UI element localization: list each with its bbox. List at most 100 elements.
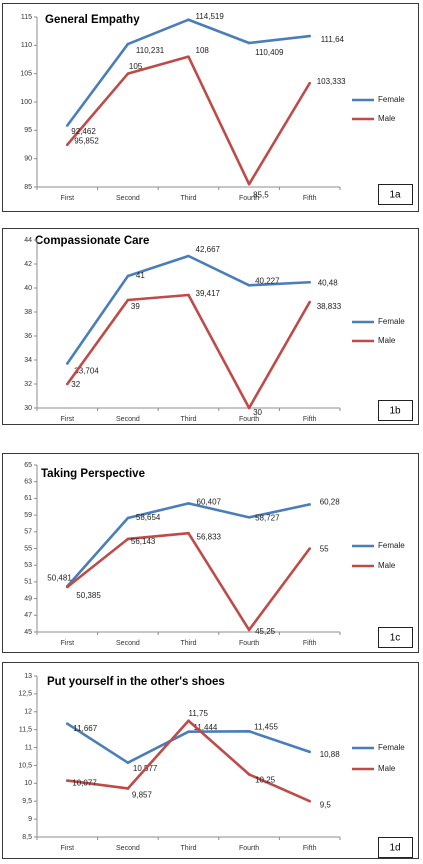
data-label-male: 56,143 <box>131 537 156 546</box>
data-label-female: 40,227 <box>255 276 280 285</box>
y-tick-label: 53 <box>24 562 32 569</box>
x-tick-label: Fifth <box>303 195 317 202</box>
data-point-female <box>66 362 69 365</box>
data-point-female <box>126 274 130 278</box>
y-tick-label: 40 <box>24 285 32 292</box>
chart-id-box <box>378 627 413 648</box>
chart-1d: Put yourself in the other's shoes 8,5 9 9,5… <box>2 662 419 859</box>
data-point-female <box>308 34 312 38</box>
data-label-male: 56,833 <box>197 532 222 541</box>
x-tick-label: Fourth <box>239 195 259 202</box>
legend-label-female: Female <box>378 541 405 550</box>
data-label-female: 60,407 <box>197 497 222 506</box>
chart-id-label: 1b <box>389 406 401 417</box>
data-point-female <box>126 761 130 764</box>
data-point-male <box>66 143 69 147</box>
legend-label-male: Male <box>378 561 396 570</box>
chart-frame <box>2 3 419 212</box>
data-point-female <box>66 124 69 127</box>
data-label-female: 11,667 <box>73 724 97 733</box>
data-point-female <box>126 42 130 46</box>
data-point-female <box>126 516 130 520</box>
y-tick-label: 8,5 <box>22 834 32 841</box>
data-label-female: 110,231 <box>136 46 165 55</box>
data-label-male: 30 <box>253 408 262 417</box>
x-tick-label: Fourth <box>239 845 259 852</box>
data-point-female <box>308 503 312 506</box>
data-label-female: 40,48 <box>318 278 339 287</box>
y-tick-label: 105 <box>20 71 32 78</box>
chart-id-label: 1a <box>389 190 401 201</box>
y-tick-label: 44 <box>24 237 32 244</box>
chart-frame <box>2 453 419 653</box>
y-tick-label: 36 <box>24 333 32 340</box>
x-tick-label: First <box>60 195 74 202</box>
chart-title: Taking Perspective <box>41 468 145 480</box>
data-label-female: 11,455 <box>254 722 278 731</box>
chart-frame <box>2 228 419 425</box>
y-tick-label: 51 <box>24 579 32 586</box>
data-point-male <box>247 773 251 776</box>
y-tick-label: 47 <box>24 612 32 619</box>
chart-title: General Empathy <box>45 14 140 26</box>
y-tick-label: 13 <box>24 673 32 680</box>
y-tick-label: 11,5 <box>19 727 32 734</box>
data-point-male <box>308 81 312 85</box>
y-tick-label: 90 <box>24 156 32 163</box>
x-tick-label: Fifth <box>303 640 317 647</box>
data-point-female <box>66 722 69 725</box>
data-label-male: 50,385 <box>76 591 101 600</box>
data-point-male <box>126 537 130 541</box>
data-label-male: 39,417 <box>196 289 221 298</box>
data-label-male: 45,25 <box>255 627 276 636</box>
x-tick-label: Third <box>181 416 197 423</box>
data-label-female: 114,519 <box>196 12 225 21</box>
data-label-male: 55 <box>320 545 329 554</box>
y-tick-label: 34 <box>24 357 32 364</box>
y-tick-label: 115 <box>21 14 32 21</box>
data-point-female <box>247 41 251 45</box>
chart-frame <box>2 662 419 859</box>
data-label-female: 58,727 <box>255 513 280 522</box>
data-label-male: 38,833 <box>317 302 342 311</box>
y-tick-label: 63 <box>24 479 32 486</box>
y-tick-label: 55 <box>24 545 32 552</box>
data-point-male <box>66 382 69 386</box>
data-point-male <box>308 547 312 550</box>
chart-id-box <box>378 837 413 858</box>
chart-title: Compassionate Care <box>35 235 149 247</box>
y-tick-label: 49 <box>24 595 32 602</box>
x-tick-label: Second <box>116 416 140 423</box>
data-point-female <box>187 502 190 505</box>
x-tick-label: Second <box>116 845 140 852</box>
x-tick-label: Fourth <box>239 640 259 647</box>
y-tick-label: 59 <box>24 512 32 519</box>
data-point-male <box>247 406 251 410</box>
x-tick-label: Second <box>116 195 140 202</box>
x-tick-label: Third <box>181 195 197 202</box>
data-label-male: 39 <box>131 302 140 311</box>
legend-label-female: Female <box>378 743 405 752</box>
data-point-female <box>247 516 251 519</box>
data-point-male <box>187 293 190 297</box>
data-point-female <box>187 730 190 733</box>
data-point-female <box>187 18 190 22</box>
data-label-female: 111,64 <box>321 35 345 44</box>
y-tick-label: 10,5 <box>18 762 32 769</box>
data-point-male <box>308 300 312 304</box>
x-tick-label: Fifth <box>303 416 317 423</box>
data-label-male: 10,077 <box>72 779 97 788</box>
x-tick-label: Third <box>181 640 197 647</box>
data-label-male: 85,5 <box>253 190 269 199</box>
y-tick-label: 10 <box>24 780 32 787</box>
data-point-male <box>247 182 251 186</box>
x-tick-label: Third <box>181 845 197 852</box>
legend-label-female: Female <box>378 95 405 104</box>
data-point-male <box>187 531 190 535</box>
y-tick-label: 12,5 <box>18 691 32 698</box>
data-label-male: 9,857 <box>132 791 153 800</box>
y-tick-label: 32 <box>24 381 32 388</box>
data-label-female: 42,667 <box>196 245 221 254</box>
data-label-female: 41 <box>136 271 145 280</box>
